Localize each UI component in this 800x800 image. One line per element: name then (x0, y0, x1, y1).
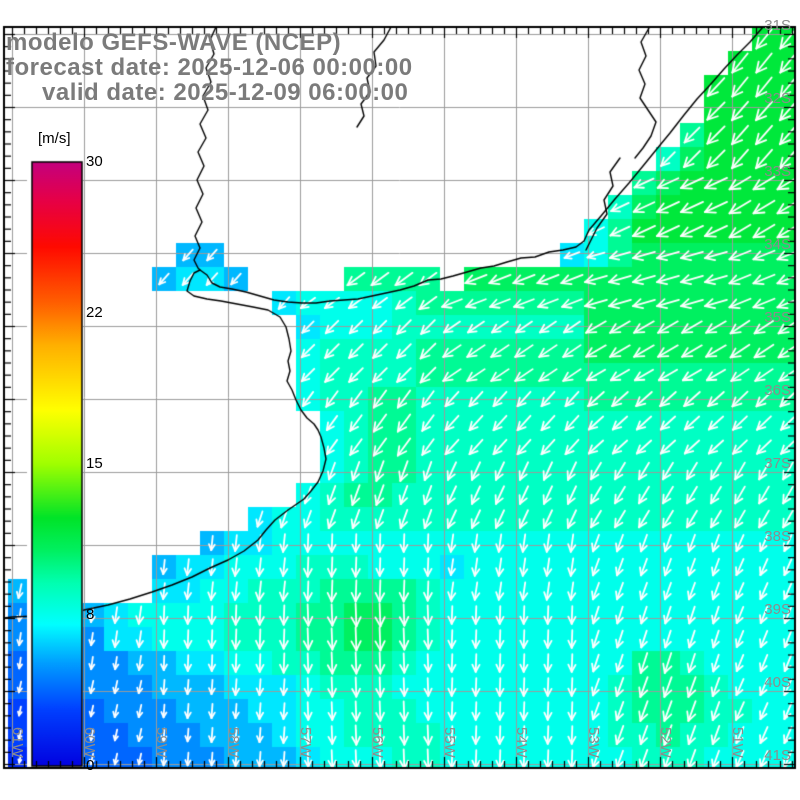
lon-label-59W: 59W (153, 727, 170, 758)
lat-label-38S: 38S (764, 528, 791, 545)
lat-label-37S: 37S (764, 455, 791, 472)
lat-label-33S: 33S (764, 163, 791, 180)
colorbar-tick-8: 8 (86, 606, 95, 623)
lat-label-36S: 36S (764, 382, 791, 399)
lon-label-54W: 54W (513, 727, 530, 758)
lat-label-35S: 35S (764, 309, 791, 326)
colorbar-tick-15: 15 (86, 455, 103, 472)
colorbar-unit-label: [m/s] (38, 130, 71, 147)
lon-label-57W: 57W (297, 727, 314, 758)
colorbar-tick-30: 30 (86, 153, 103, 170)
lat-label-34S: 34S (764, 236, 791, 253)
model-title: modelo GEFS-WAVE (NCEP) (6, 29, 342, 56)
forecast-date: forecast date: 2025-12-06 00:00:00 (6, 54, 413, 81)
lon-label-55W: 55W (441, 727, 458, 758)
lat-label-40S: 40S (764, 674, 791, 691)
map-header: modelo GEFS-WAVE (NCEP) forecast date: 2… (6, 30, 413, 105)
lon-label-53W: 53W (585, 727, 602, 758)
lat-label-39S: 39S (764, 601, 791, 618)
valid-date: valid date: 2025-12-09 06:00:00 (42, 79, 409, 106)
lon-label-52W: 52W (657, 727, 674, 758)
lon-label-61W: 61W (9, 727, 26, 758)
lat-label-32S: 32S (764, 90, 791, 107)
lon-label-51W: 51W (729, 727, 746, 758)
lon-label-60W: 60W (81, 727, 98, 758)
lat-label-31S: 31S (764, 17, 791, 34)
lon-label-58W: 58W (225, 727, 242, 758)
lon-label-56W: 56W (369, 727, 386, 758)
lat-label-41S: 41S (764, 747, 791, 764)
colorbar-tick-0: 0 (86, 757, 95, 774)
colorbar-tick-22: 22 (86, 304, 103, 321)
